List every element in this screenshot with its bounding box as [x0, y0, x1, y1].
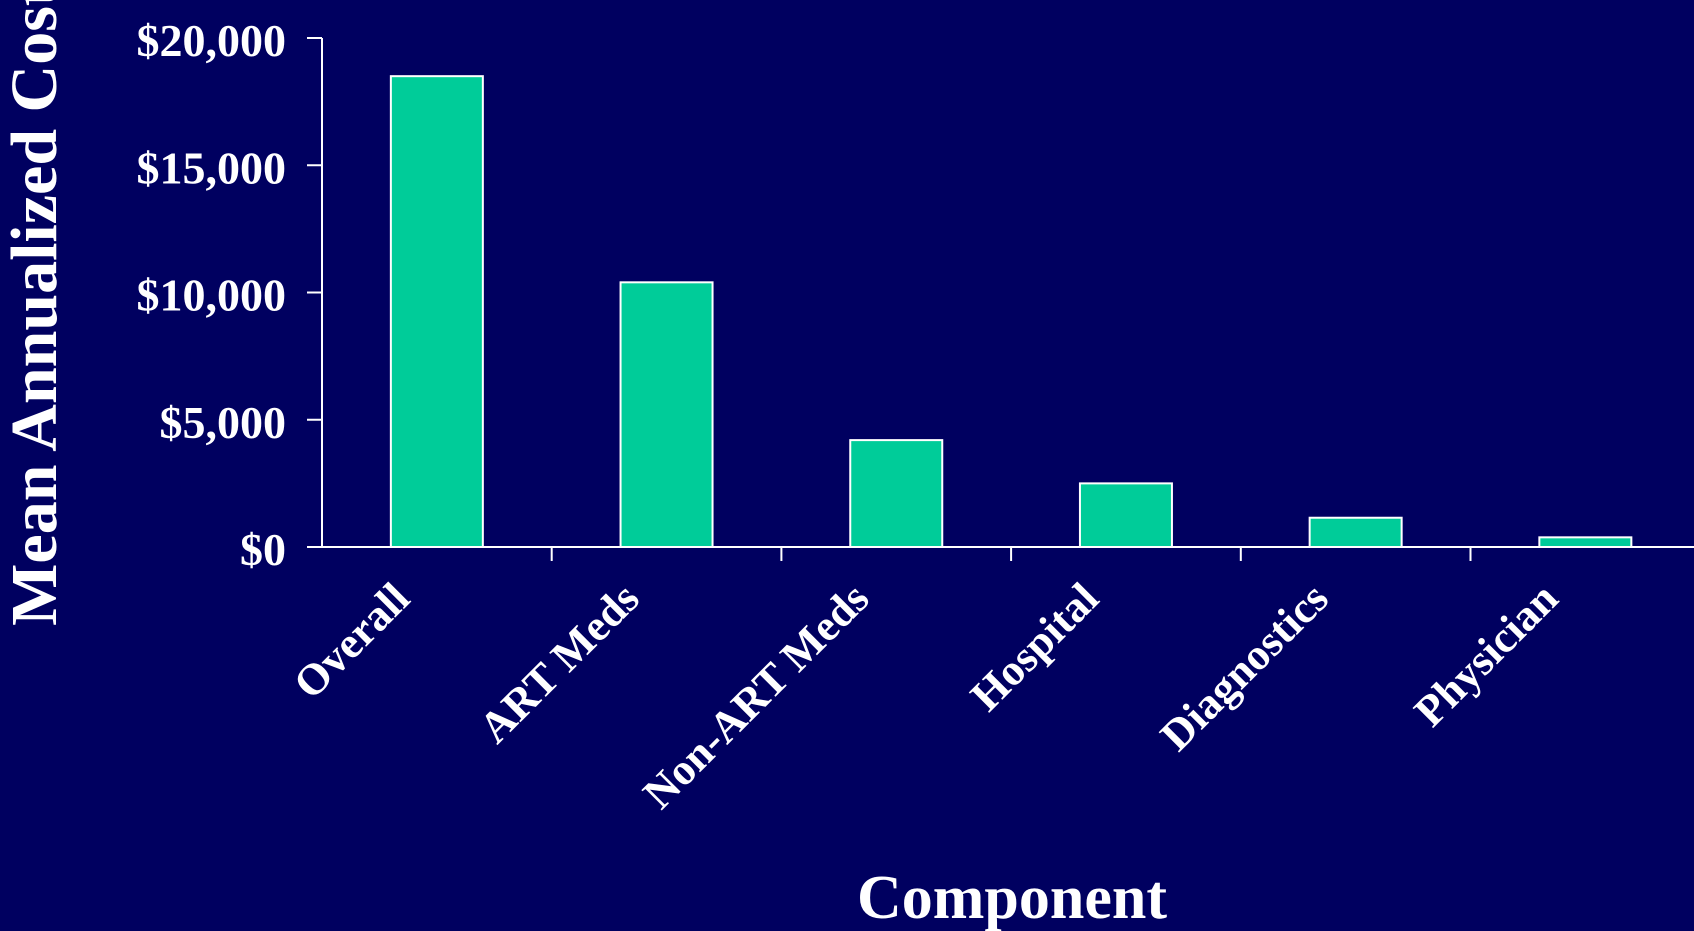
y-tick-label: $0 — [240, 524, 286, 575]
y-tick-label: $15,000 — [137, 142, 287, 193]
bar — [1078, 482, 1173, 548]
y-axis: $0 $5,000 $10,000 $15,000 $20,000 — [137, 15, 323, 575]
bar — [849, 439, 944, 548]
y-tick-label: $10,000 — [137, 270, 287, 321]
x-axis-label: Component — [857, 864, 1167, 931]
bar — [1308, 516, 1403, 548]
bar — [1538, 536, 1633, 548]
y-axis-label: Mean Annualized Cost — [0, 0, 71, 626]
bar — [619, 281, 714, 548]
y-tick-label: $20,000 — [137, 15, 287, 66]
bars — [389, 75, 1633, 549]
y-tick-label: $5,000 — [160, 397, 287, 448]
bar — [389, 75, 484, 549]
